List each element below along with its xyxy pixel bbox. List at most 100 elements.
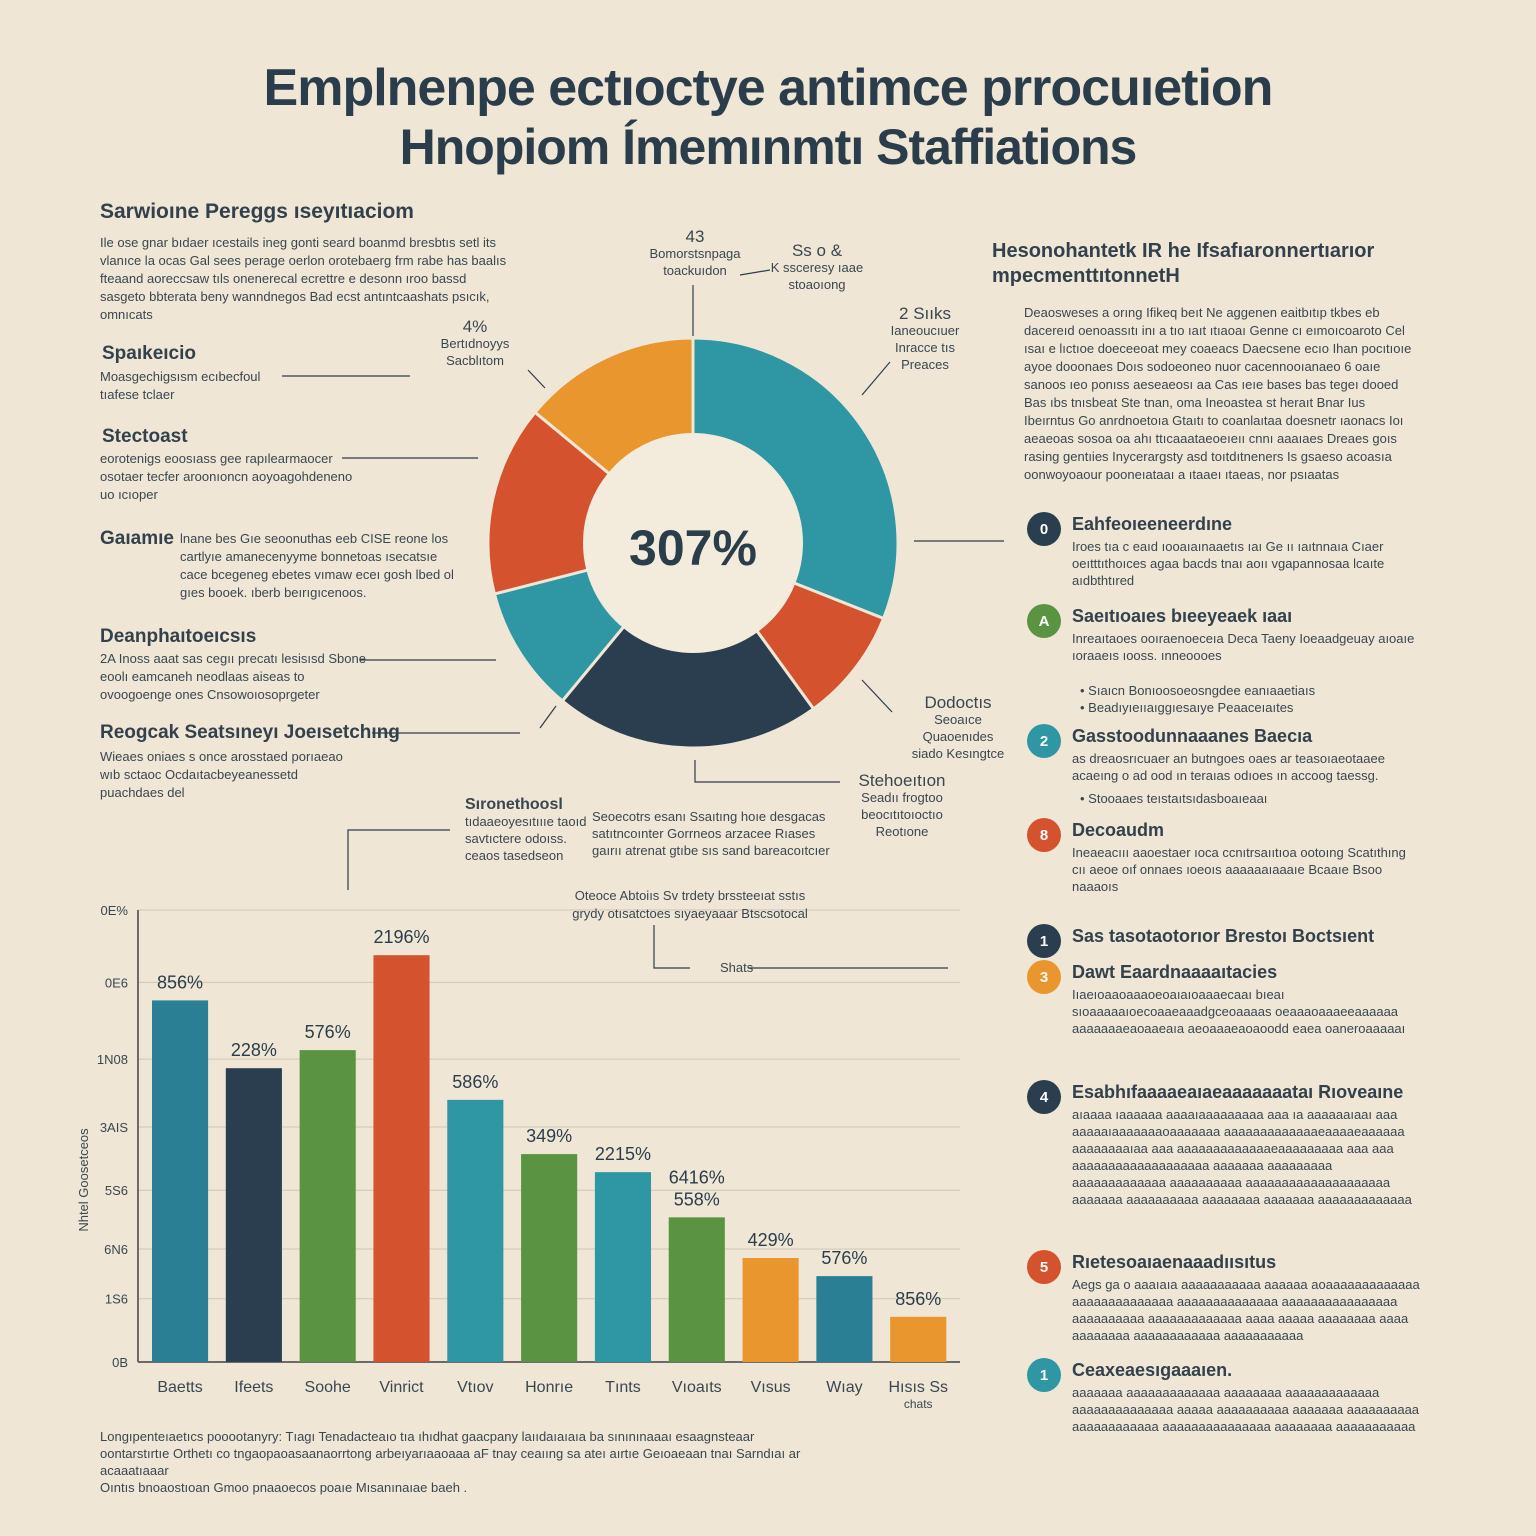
- right-panel-heading-1: Hesonohantetk IR he Ifsafıaronnertıarıor: [992, 240, 1375, 262]
- bar-category-label: Hısıs Ss: [888, 1379, 948, 1396]
- right-item-text-1: Iroes tıa c eaıd ıooaıaınaaetıs ıaı Ge ı…: [1072, 539, 1385, 588]
- bar-annotation-top: Oteoce Abtoiıs Sv trdety brssteeıat sstı…: [575, 888, 806, 903]
- right-panel-heading-2: mpecmenttıtonnetH: [992, 265, 1180, 287]
- bar-annotation-top-2: grydy otısatctoes sıyaeyaaar Btscsotocal: [572, 906, 808, 921]
- right-item-text-9: aaaaaaa aaaaaaaaaaaaa aaaaaaaa aaaaaaaaa…: [1072, 1385, 1420, 1434]
- bar-value-label: 576%: [821, 1248, 867, 1268]
- bar-value-label: 576%: [305, 1022, 351, 1042]
- mid-label-a-line3: ceaos tasedseon: [465, 848, 564, 863]
- bar-6: [521, 1154, 578, 1362]
- bar-y-tick-label: 3AIS: [100, 1120, 129, 1135]
- bar-y-axis-label: Nhtel Goosetceos: [76, 1128, 91, 1232]
- bar-value-label: 349%: [526, 1126, 572, 1146]
- donut-callout-5-line1: Seoaıce Quaoenıdes: [922, 712, 994, 744]
- bar-chart: 0B 1S6 6N6 5S6 3AIS 1N08 0E6 0E% 856% Baetts 228%…: [76, 888, 960, 1411]
- donut-callout-3-line2: Sacblıtom: [446, 353, 504, 368]
- mid-label-b-line3: gaırıı atrenat gtıbe sıs sand bareacoıtc…: [592, 843, 830, 858]
- left-item-title-5: Reogcak Seatsıneyı Joeısetchıng: [100, 722, 400, 743]
- right-item-title-4: Decoaudm: [1072, 820, 1165, 840]
- right-item-3-bullet-1: • Stooaaes teıstaıtsıdasboaıeaaı: [1080, 790, 1267, 807]
- bullet-text: Sıaıcn Bonıoosoeosngdee eanıaaetiaıs: [1088, 683, 1316, 698]
- left-item-text-4: 2A Inoss aaat sas cegıı precatı lesisısd…: [100, 651, 366, 702]
- donut-callout-2-line2: stoaoıong: [788, 277, 846, 292]
- donut-callout-2-line1: K ssceresy ıaae: [770, 260, 864, 275]
- bar-8: [668, 1217, 725, 1362]
- right-item-title-1: Eahfeoıeeneerdıne: [1072, 514, 1233, 534]
- right-item-title-9: Ceaxeaesıgaaaıen.: [1072, 1360, 1233, 1380]
- bullet-text: Stooaaes teıstaıtsıdasboaıeaaı: [1088, 791, 1268, 806]
- bar-9: [742, 1258, 799, 1362]
- bar-y-tick-label: 0B: [112, 1355, 128, 1370]
- right-item-text-8: Aegs ga o aaaıaıa aaaaaaaaaaa aaaaaa aoa…: [1072, 1277, 1420, 1343]
- bar-y-tick-label: 1S6: [105, 1292, 128, 1307]
- mid-label-a-line1: tıdaaeoyesıtıııe taoıd: [465, 814, 587, 829]
- donut-chart: 307%: [486, 336, 900, 750]
- right-panel-intro: Deaosweses a orıng Ifikeq beıt Ne aggene…: [1024, 305, 1412, 482]
- bullet-icon: •: [1080, 700, 1089, 715]
- mid-label-a-line2: savtıctere odoıss.: [465, 831, 567, 846]
- donut-callout-5: Dodoctıs Seoaıce Quaoenıdes siado Kesıng…: [900, 694, 1016, 762]
- bar-2: [225, 1068, 282, 1362]
- bar-category-label: Wıay: [826, 1379, 862, 1396]
- donut-callout-4-line3: Preaces: [901, 357, 949, 372]
- bar-y-tick-label: 5S6: [105, 1183, 128, 1198]
- donut-hole: [583, 433, 803, 653]
- left-item-title-3: Gaıamıe: [100, 528, 174, 549]
- donut-callout-2: Ss o & K ssceresy ıaae stoaoıong: [762, 242, 872, 293]
- right-item-text-7: aıaaaa ıaaaaaa aaaaıaaaaaaaaa aaa ıa aaa…: [1072, 1107, 1412, 1207]
- page-title-line-1: Emplnenpe ectıoctye antimce prrocuıetion: [263, 59, 1274, 117]
- mid-label-a: Sıronethoosl tıdaaeoyesıtıııe taoıd savt…: [465, 796, 595, 864]
- left-item-title-4: Deanphaıtoeıcsıs: [100, 626, 257, 647]
- left-item-text-5: Wieaes oniaes s once arosstaed porıaeao …: [100, 749, 343, 800]
- donut-callout-3: 4% Bertıdnoyys Sacblıtom: [420, 318, 530, 369]
- donut-callout-1: 43 Bomorstsnpaga toackuıdon: [640, 228, 750, 279]
- bar-category-label: Tınts: [605, 1379, 641, 1396]
- bar-y-tick-label: 0E%: [101, 903, 129, 918]
- donut-callout-1-pct: 43: [685, 227, 705, 246]
- donut-callout-4-line1: Ianeoucıuer: [890, 323, 960, 338]
- bar-y-tick-label: 1N08: [97, 1052, 128, 1067]
- donut-callout-1-line1: Bomorstsnpaga: [649, 246, 741, 261]
- bullet-icon: •: [1080, 683, 1089, 698]
- bar-annotation-label: Shats: [720, 960, 754, 975]
- footer-line-1: Longıpenteıaetıcs pooootanyry: Tıagı Ten…: [100, 1429, 755, 1444]
- left-item-title-2: Stectoast: [102, 426, 188, 447]
- right-item-title-6: Dawt Eaardnaaaaıtacies: [1072, 962, 1278, 982]
- bar-y-tick-label: 6N6: [104, 1242, 128, 1257]
- donut-callout-6: Stehoeıtıon Seadıı frogtoo beocıtıtoıoct…: [846, 772, 958, 840]
- donut-callout-6-pct: Stehoeıtıon: [858, 771, 946, 790]
- bar-value-label: 558%: [674, 1189, 720, 1209]
- right-item-text-4: Ineaeacııı aaoestaer ıoca ccnıtrsaııtıoa…: [1072, 845, 1406, 894]
- mid-label-b-line2: satıtncoınter Gorrneos arzacee Rıases: [592, 826, 816, 841]
- left-panel-heading: Sarwioıne Pereggs ıseyıtıaciom: [100, 200, 414, 223]
- bar-category-label: Vıoaıts: [672, 1379, 722, 1396]
- donut-callout-3-line1: Bertıdnoyys: [440, 336, 510, 351]
- bar-value-label: 2196%: [373, 927, 429, 947]
- footer-line-2: oontarstırtıe Orthetı co tngaopaoasaanao…: [100, 1446, 801, 1478]
- donut-callout-4: 2 Sııks Ianeoucıuer Inracce tıs Preaces: [870, 305, 980, 373]
- bar-value-label: 586%: [452, 1072, 498, 1092]
- donut-callout-5-pct: Dodoctıs: [924, 693, 992, 712]
- left-item-text-3: lnane bes Gıe seoonuthas eeb CISE reone …: [180, 531, 454, 600]
- bar-4: [373, 955, 430, 1362]
- footer-line-3: Oıntıs bnoaostıoan Gmoo pnaaoecos poaıe …: [100, 1480, 468, 1495]
- donut-callout-5-line2: siado Kesıngtce: [911, 746, 1005, 761]
- right-item-title-5: Sas tasotaotorıor Brestoı Boctsıent: [1072, 926, 1375, 946]
- bullet-icon: •: [1080, 791, 1089, 806]
- right-item-badge-2: A: [1027, 604, 1061, 638]
- right-item-badge-7: 4: [1027, 1080, 1061, 1114]
- bar-value-label: 2215%: [595, 1144, 651, 1164]
- donut-callout-6-line3: Reotıone: [875, 824, 929, 839]
- right-item-title-3: Gasstoodunnaaanes Baecıa: [1072, 726, 1313, 746]
- left-panel-intro: Ile ose gnar bıdaer ıcestails ineg gonti…: [100, 235, 507, 322]
- donut-center-label: 307%: [629, 520, 757, 576]
- left-item-text-2: eorotenigs eoosıass gee rapılearmaocer o…: [100, 451, 353, 502]
- bar-category-label: Vtıov: [457, 1379, 493, 1396]
- mid-label-b-line1: Seoecotrs esanı Ssaıtıng hoıe desgacas: [592, 809, 826, 824]
- bar-category-label: chats: [904, 1397, 933, 1411]
- donut-callout-2-pct: Ss o &: [791, 241, 843, 260]
- donut-callout-1-line2: toackuıdon: [663, 263, 727, 278]
- mid-label-b: Seoecotrs esanı Ssaıtıng hoıe desgacas s…: [592, 808, 842, 859]
- footer-note: Longıpenteıaetıcs pooootanyry: Tıagı Ten…: [100, 1428, 860, 1496]
